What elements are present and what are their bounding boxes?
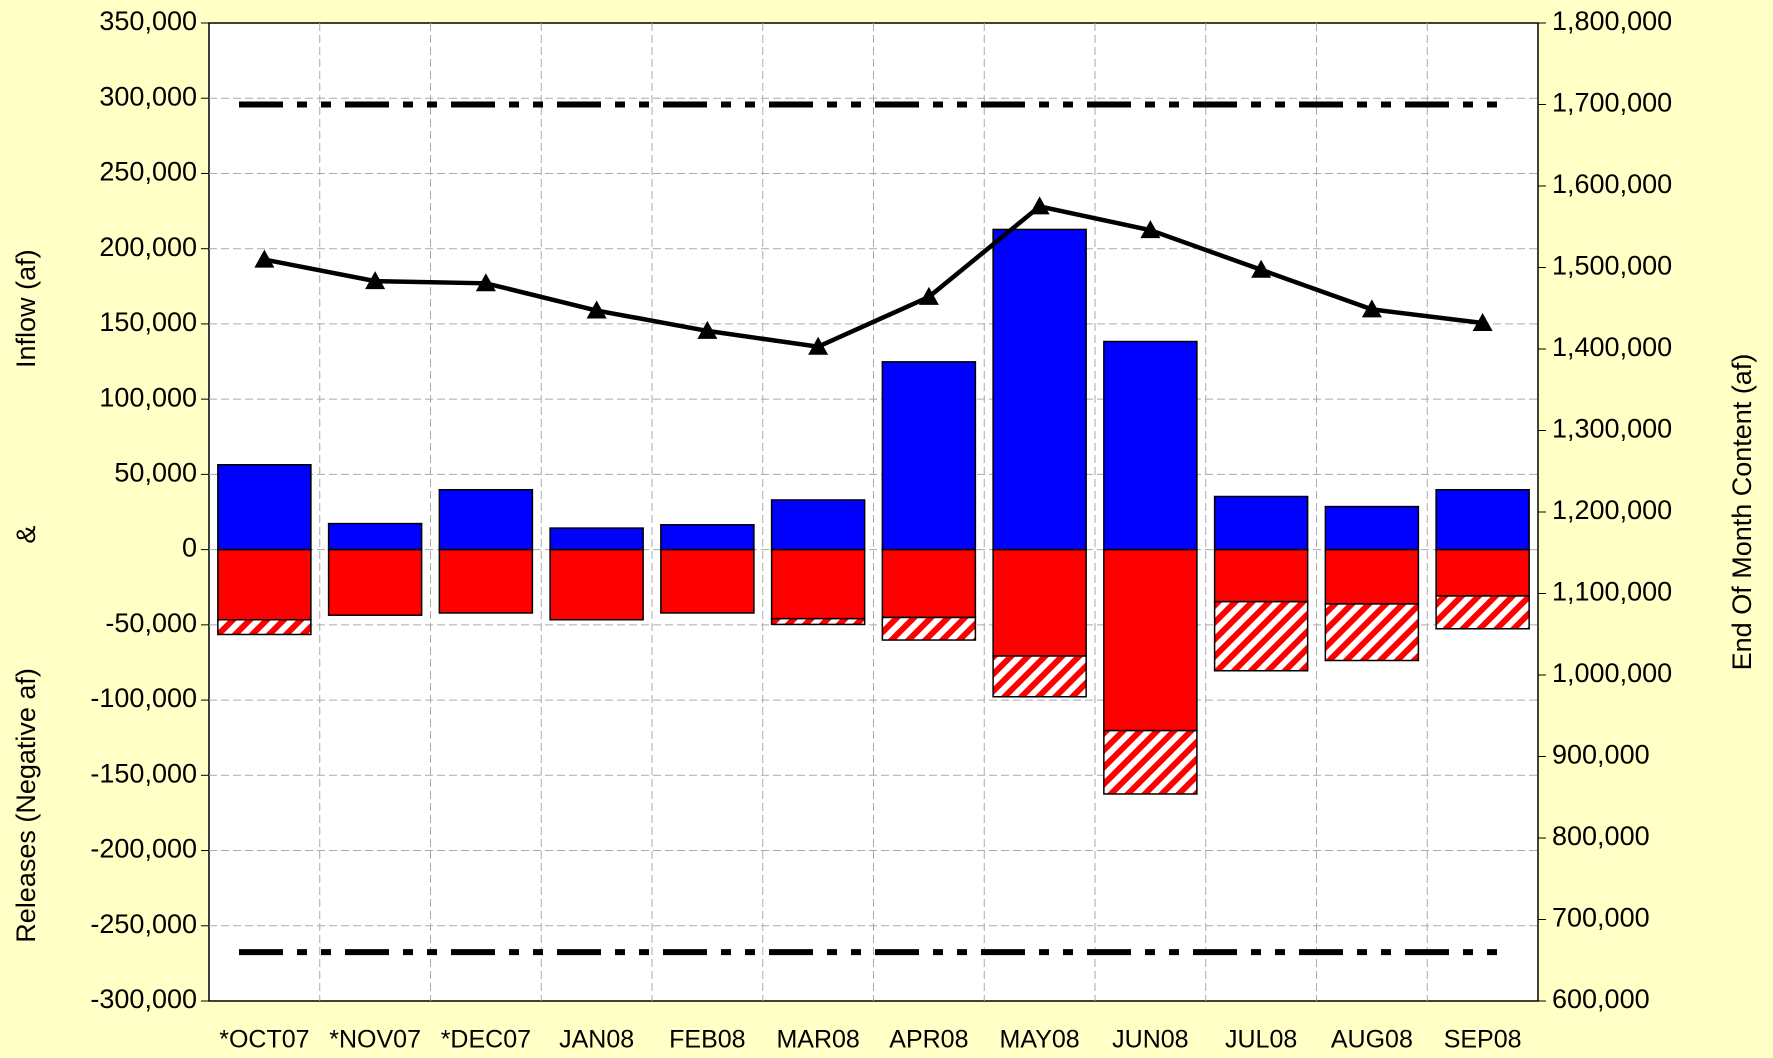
bar bbox=[1103, 729, 1198, 795]
bar bbox=[1103, 340, 1198, 551]
y-axis-label: & bbox=[11, 526, 41, 544]
bar bbox=[1324, 548, 1420, 605]
marker bbox=[586, 300, 607, 319]
x-tick-label: *OCT07 bbox=[219, 1026, 309, 1054]
bar bbox=[770, 499, 866, 551]
bar bbox=[770, 617, 866, 626]
y-tick-label: -50,000 bbox=[105, 608, 197, 638]
y2-tick-label: 1,500,000 bbox=[1552, 251, 1672, 281]
marker bbox=[697, 320, 718, 339]
bar bbox=[327, 522, 423, 551]
y-axis-label: Releases (Negative af) bbox=[11, 668, 41, 943]
y2-tick-label: 700,000 bbox=[1552, 903, 1650, 933]
y-tick-label: -200,000 bbox=[90, 834, 197, 864]
x-tick-label: FEB08 bbox=[669, 1026, 745, 1054]
bar bbox=[217, 618, 312, 636]
bar bbox=[217, 464, 312, 551]
bar bbox=[1213, 600, 1309, 672]
x-tick-label: SEP08 bbox=[1444, 1026, 1522, 1054]
y2-tick-label: 1,200,000 bbox=[1552, 495, 1672, 525]
marker bbox=[365, 271, 386, 290]
marker bbox=[475, 273, 496, 292]
bar bbox=[660, 548, 755, 614]
bar bbox=[1435, 595, 1530, 630]
y-tick-label: -150,000 bbox=[90, 758, 197, 788]
y-tick-label: -250,000 bbox=[90, 909, 197, 939]
marker bbox=[254, 249, 275, 268]
y-tick-label: 50,000 bbox=[114, 458, 197, 488]
x-tick-label: JAN08 bbox=[559, 1026, 634, 1054]
bar bbox=[1213, 548, 1309, 603]
marker bbox=[918, 286, 939, 305]
bar bbox=[1103, 548, 1198, 732]
x-tick-label: MAR08 bbox=[776, 1026, 859, 1054]
y-tick-label: -100,000 bbox=[90, 683, 197, 713]
y-tick-label: 250,000 bbox=[99, 157, 197, 187]
bar bbox=[438, 548, 534, 614]
marker bbox=[1361, 299, 1382, 318]
y2-tick-label: 600,000 bbox=[1552, 984, 1650, 1014]
x-tick-label: *NOV07 bbox=[329, 1026, 421, 1054]
x-tick-label: APR08 bbox=[889, 1026, 968, 1054]
bar bbox=[1213, 495, 1309, 551]
y2-tick-label: 1,300,000 bbox=[1552, 414, 1672, 444]
bar bbox=[881, 361, 977, 551]
x-tick-label: MAY08 bbox=[1000, 1026, 1080, 1054]
y2-tick-label: 1,700,000 bbox=[1552, 88, 1672, 118]
bar bbox=[881, 548, 977, 619]
y-tick-label: -300,000 bbox=[90, 984, 197, 1014]
bar bbox=[549, 527, 644, 551]
y-tick-label: 350,000 bbox=[99, 6, 197, 36]
bar bbox=[992, 655, 1087, 698]
bar bbox=[1324, 603, 1420, 662]
bar bbox=[549, 548, 644, 621]
bar bbox=[1324, 505, 1420, 551]
bar bbox=[1435, 548, 1530, 597]
y2-tick-label: 800,000 bbox=[1552, 821, 1650, 851]
y2-tick-label: 1,800,000 bbox=[1552, 6, 1672, 36]
bar bbox=[992, 548, 1087, 657]
y-tick-label: 0 bbox=[182, 533, 197, 563]
bar bbox=[770, 548, 866, 620]
bar bbox=[327, 548, 423, 616]
y2-tick-label: 1,600,000 bbox=[1552, 169, 1672, 199]
x-tick-label: *DEC07 bbox=[441, 1026, 531, 1054]
bar bbox=[438, 488, 534, 551]
bar bbox=[992, 228, 1087, 551]
bar bbox=[660, 524, 755, 551]
y-axis-label: Inflow (af) bbox=[11, 249, 41, 368]
y2-tick-label: 1,100,000 bbox=[1552, 577, 1672, 607]
x-tick-label: AUG08 bbox=[1331, 1026, 1413, 1054]
marker bbox=[1140, 220, 1161, 239]
bar bbox=[1435, 488, 1530, 551]
marker bbox=[1251, 259, 1272, 278]
y2-tick-label: 1,000,000 bbox=[1552, 658, 1672, 688]
marker bbox=[808, 336, 829, 355]
marker bbox=[1472, 313, 1493, 332]
line bbox=[263, 203, 1483, 350]
bar bbox=[217, 548, 312, 621]
y-tick-label: 200,000 bbox=[99, 232, 197, 262]
y2-tick-label: 1,400,000 bbox=[1552, 332, 1672, 362]
bar bbox=[881, 616, 977, 641]
y-tick-label: 150,000 bbox=[99, 307, 197, 337]
y2-tick-label: 900,000 bbox=[1552, 740, 1650, 770]
y2-axis-label: End Of Month Content (af) bbox=[1727, 354, 1757, 671]
y-tick-label: 300,000 bbox=[99, 81, 197, 111]
marker bbox=[1029, 196, 1050, 215]
x-tick-label: JUL08 bbox=[1225, 1026, 1297, 1054]
x-tick-label: JUN08 bbox=[1112, 1026, 1188, 1054]
y-tick-label: 100,000 bbox=[99, 382, 197, 412]
